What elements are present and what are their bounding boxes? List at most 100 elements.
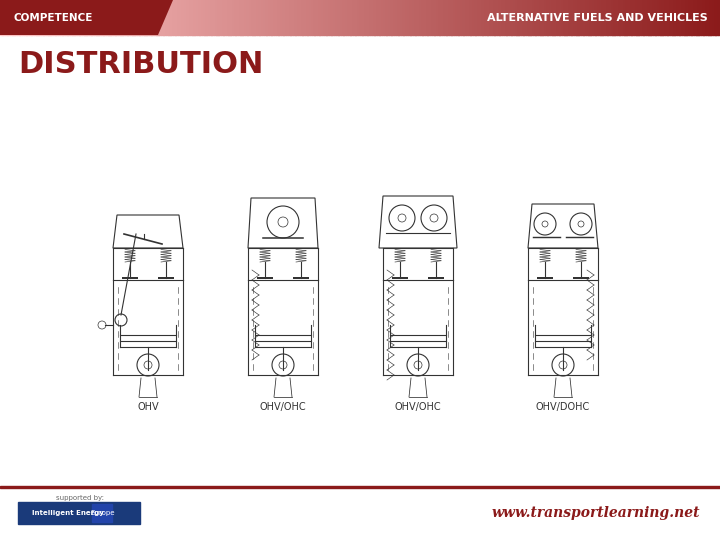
Bar xyxy=(117,0,120,35)
Bar xyxy=(341,0,343,35)
Bar xyxy=(643,0,646,35)
Bar xyxy=(127,0,130,35)
Bar xyxy=(504,0,507,35)
Bar xyxy=(420,0,423,35)
Bar xyxy=(430,0,433,35)
Bar xyxy=(538,0,541,35)
Bar xyxy=(38,0,41,35)
Bar xyxy=(405,0,408,35)
Bar xyxy=(492,0,495,35)
Bar xyxy=(691,0,694,35)
Bar xyxy=(718,0,720,35)
Bar xyxy=(182,0,185,35)
Bar xyxy=(161,0,163,35)
Bar xyxy=(564,0,567,35)
Text: OHV/OHC: OHV/OHC xyxy=(260,402,306,412)
Bar xyxy=(84,0,87,35)
Bar xyxy=(574,0,577,35)
Bar xyxy=(562,0,564,35)
Bar xyxy=(684,0,687,35)
Bar xyxy=(70,0,73,35)
Bar xyxy=(223,0,226,35)
Text: COMPETENCE: COMPETENCE xyxy=(13,13,92,23)
Bar xyxy=(423,0,426,35)
Bar xyxy=(415,0,418,35)
Bar xyxy=(549,0,552,35)
Bar xyxy=(432,0,435,35)
Bar xyxy=(305,0,307,35)
Bar xyxy=(67,0,70,35)
Bar xyxy=(293,0,296,35)
Bar xyxy=(434,0,437,35)
Bar xyxy=(24,0,27,35)
Bar xyxy=(271,0,274,35)
Bar xyxy=(207,0,210,35)
Bar xyxy=(490,0,492,35)
Bar xyxy=(50,0,53,35)
Bar xyxy=(377,0,379,35)
Bar xyxy=(547,0,550,35)
Bar xyxy=(672,0,675,35)
Bar xyxy=(657,0,660,35)
Bar xyxy=(662,0,665,35)
Bar xyxy=(403,0,406,35)
Bar xyxy=(266,0,269,35)
Bar xyxy=(149,0,152,35)
Bar xyxy=(261,0,264,35)
Bar xyxy=(451,0,454,35)
Bar xyxy=(274,0,276,35)
Text: DISTRIBUTION: DISTRIBUTION xyxy=(18,50,264,79)
Bar xyxy=(449,0,451,35)
Bar xyxy=(511,0,514,35)
Bar xyxy=(394,0,397,35)
Bar xyxy=(180,0,183,35)
Bar xyxy=(307,0,310,35)
Bar xyxy=(204,0,207,35)
Bar xyxy=(108,0,111,35)
Bar xyxy=(545,0,548,35)
Bar xyxy=(27,0,30,35)
Bar xyxy=(18,502,140,524)
Bar xyxy=(53,0,55,35)
Bar xyxy=(319,0,322,35)
Bar xyxy=(106,0,109,35)
Bar xyxy=(559,0,562,35)
Text: www.transportlearning.net: www.transportlearning.net xyxy=(492,506,700,520)
Bar xyxy=(703,0,706,35)
Bar xyxy=(168,0,171,35)
Bar xyxy=(542,0,545,35)
Bar xyxy=(629,0,631,35)
Bar xyxy=(199,0,202,35)
Bar xyxy=(614,0,617,35)
Bar xyxy=(99,0,102,35)
Bar xyxy=(653,0,656,35)
Bar xyxy=(531,0,534,35)
Bar xyxy=(585,0,588,35)
Bar xyxy=(482,0,485,35)
Bar xyxy=(598,0,600,35)
Bar xyxy=(513,0,516,35)
Bar xyxy=(279,0,282,35)
Bar xyxy=(348,0,351,35)
Bar xyxy=(137,0,140,35)
Bar xyxy=(139,0,142,35)
Bar xyxy=(250,0,253,35)
Bar xyxy=(506,0,509,35)
Bar xyxy=(295,0,298,35)
Bar xyxy=(91,0,94,35)
Bar xyxy=(187,0,190,35)
Bar xyxy=(696,0,699,35)
Bar xyxy=(571,0,574,35)
Bar xyxy=(343,0,346,35)
Bar xyxy=(194,0,197,35)
Bar xyxy=(329,0,332,35)
Bar xyxy=(0,485,720,488)
Bar xyxy=(163,0,166,35)
Text: OHV/OHC: OHV/OHC xyxy=(395,402,441,412)
Bar xyxy=(466,0,469,35)
Bar xyxy=(603,0,606,35)
Bar xyxy=(502,0,505,35)
Bar xyxy=(617,0,620,35)
Bar xyxy=(401,0,404,35)
Bar xyxy=(312,0,315,35)
